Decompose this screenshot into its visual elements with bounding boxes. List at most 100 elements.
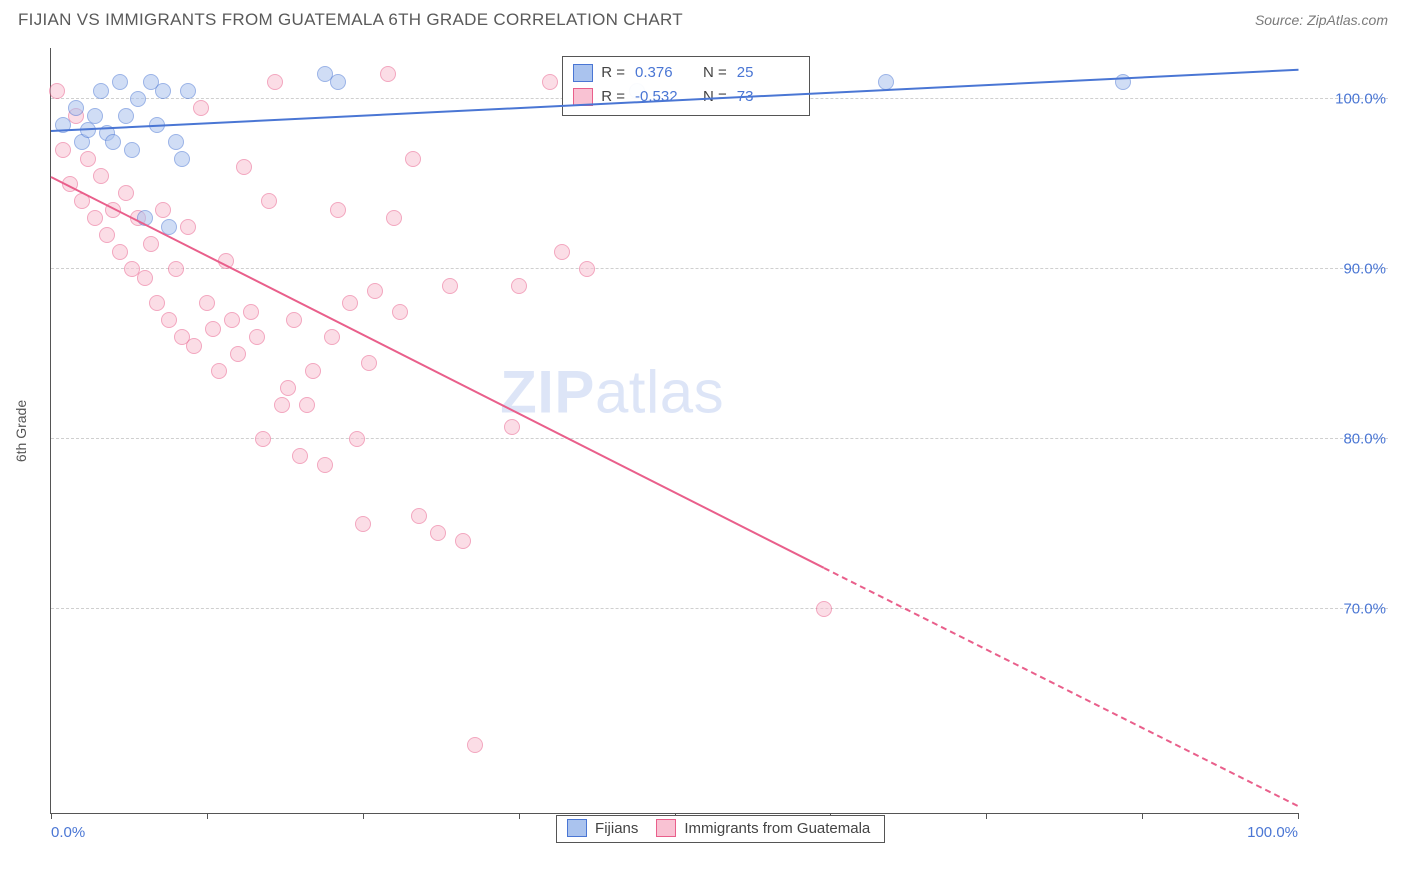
x-tick — [207, 813, 208, 819]
point-series2 — [143, 236, 159, 252]
point-series2 — [205, 321, 221, 337]
point-series2 — [405, 151, 421, 167]
point-series2 — [380, 66, 396, 82]
point-series2 — [442, 278, 458, 294]
point-series2 — [299, 397, 315, 413]
x-tick-label: 0.0% — [51, 824, 85, 841]
point-series2 — [392, 304, 408, 320]
point-series2 — [816, 601, 832, 617]
point-series2 — [261, 193, 277, 209]
point-series1 — [112, 74, 128, 90]
r-value: -0.532 — [635, 85, 695, 109]
point-series2 — [324, 329, 340, 345]
point-series2 — [55, 142, 71, 158]
n-value: 25 — [737, 61, 797, 85]
point-series1 — [168, 134, 184, 150]
point-series2 — [230, 346, 246, 362]
gridline — [51, 608, 1388, 609]
point-series2 — [112, 244, 128, 260]
point-series2 — [292, 448, 308, 464]
point-series1 — [68, 100, 84, 116]
point-series2 — [199, 295, 215, 311]
watermark-light: atlas — [595, 359, 724, 426]
point-series2 — [255, 431, 271, 447]
point-series2 — [349, 431, 365, 447]
point-series2 — [511, 278, 527, 294]
point-series1 — [180, 83, 196, 99]
point-series1 — [124, 142, 140, 158]
point-series2 — [236, 159, 252, 175]
point-series2 — [286, 312, 302, 328]
point-series2 — [161, 312, 177, 328]
point-series2 — [193, 100, 209, 116]
legend-label: Fijians — [595, 820, 638, 837]
y-tick-label: 90.0% — [1306, 261, 1386, 278]
point-series2 — [249, 329, 265, 345]
legend: Fijians Immigrants from Guatemala — [556, 815, 885, 843]
y-tick-label: 100.0% — [1306, 91, 1386, 108]
point-series1 — [105, 134, 121, 150]
r-label: R = — [601, 61, 625, 85]
point-series2 — [155, 202, 171, 218]
point-series2 — [330, 202, 346, 218]
trendline — [824, 567, 1299, 807]
chart-title: FIJIAN VS IMMIGRANTS FROM GUATEMALA 6TH … — [18, 10, 683, 30]
point-series1 — [130, 91, 146, 107]
point-series2 — [504, 419, 520, 435]
point-series1 — [93, 83, 109, 99]
point-series2 — [542, 74, 558, 90]
point-series2 — [274, 397, 290, 413]
watermark: ZIPatlas — [500, 358, 724, 427]
point-series1 — [330, 74, 346, 90]
point-series2 — [342, 295, 358, 311]
chart-container: 6th Grade ZIPatlas 70.0%80.0%90.0%100.0%… — [50, 48, 1388, 844]
point-series2 — [411, 508, 427, 524]
point-series2 — [137, 270, 153, 286]
stats-row: R = 0.376 N = 25 — [573, 61, 797, 85]
point-series2 — [180, 219, 196, 235]
n-label: N = — [703, 61, 727, 85]
point-series2 — [386, 210, 402, 226]
y-axis-label: 6th Grade — [13, 399, 29, 461]
source-attribution: Source: ZipAtlas.com — [1255, 12, 1388, 28]
point-series2 — [149, 295, 165, 311]
point-series2 — [99, 227, 115, 243]
x-tick — [986, 813, 987, 819]
legend-item: Immigrants from Guatemala — [656, 819, 870, 837]
r-value: 0.376 — [635, 61, 695, 85]
point-series1 — [155, 83, 171, 99]
point-series2 — [80, 151, 96, 167]
point-series2 — [87, 210, 103, 226]
point-series2 — [430, 525, 446, 541]
x-tick — [363, 813, 364, 819]
y-tick-label: 80.0% — [1306, 431, 1386, 448]
x-tick — [51, 813, 52, 819]
watermark-bold: ZIP — [500, 359, 595, 426]
x-tick — [1298, 813, 1299, 819]
point-series2 — [317, 457, 333, 473]
x-tick-label: 100.0% — [1247, 824, 1298, 841]
point-series2 — [267, 74, 283, 90]
point-series2 — [355, 516, 371, 532]
point-series2 — [118, 185, 134, 201]
point-series2 — [93, 168, 109, 184]
point-series2 — [168, 261, 184, 277]
point-series2 — [579, 261, 595, 277]
legend-item: Fijians — [567, 819, 638, 837]
point-series2 — [455, 533, 471, 549]
legend-swatch — [573, 64, 593, 82]
point-series1 — [174, 151, 190, 167]
gridline — [51, 268, 1388, 269]
x-tick — [519, 813, 520, 819]
trendline — [51, 176, 825, 569]
point-series2 — [367, 283, 383, 299]
x-tick — [1142, 813, 1143, 819]
point-series2 — [211, 363, 227, 379]
plot-area: 6th Grade ZIPatlas 70.0%80.0%90.0%100.0%… — [50, 48, 1298, 814]
point-series1 — [87, 108, 103, 124]
point-series2 — [224, 312, 240, 328]
point-series2 — [186, 338, 202, 354]
point-series2 — [280, 380, 296, 396]
legend-swatch — [656, 819, 676, 837]
point-series1 — [118, 108, 134, 124]
